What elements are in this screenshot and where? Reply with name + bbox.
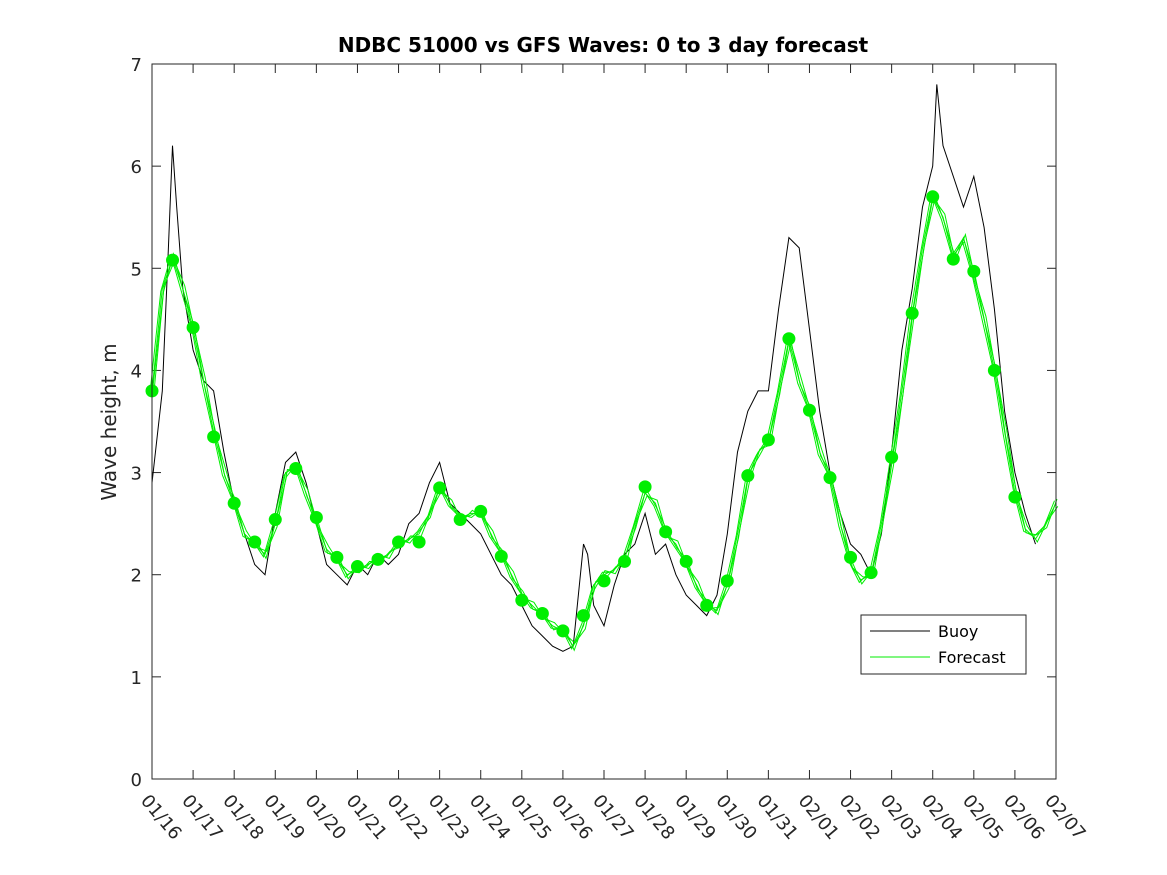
forecast-marker (905, 306, 919, 320)
forecast-marker (186, 321, 200, 335)
plot-area (145, 84, 1059, 652)
forecast-marker (207, 430, 221, 444)
forecast-marker (433, 481, 447, 495)
forecast-marker (350, 560, 364, 574)
forecast-marker (597, 574, 611, 588)
forecast-marker (371, 552, 385, 566)
forecast-marker (576, 609, 590, 623)
y-tick-label: 6 (131, 157, 142, 178)
forecast-marker (453, 513, 467, 527)
forecast-marker (392, 535, 406, 549)
y-tick-label: 4 (131, 361, 142, 382)
forecast-marker (474, 504, 488, 518)
forecast-marker (946, 252, 960, 266)
legend-forecast-label: Forecast (938, 648, 1006, 667)
forecast-marker (885, 450, 899, 464)
y-tick-label: 2 (131, 566, 142, 587)
y-tick-labels: 0 1 2 3 4 5 6 7 (131, 55, 142, 791)
forecast-marker (987, 363, 1001, 377)
forecast-marker (700, 598, 714, 612)
forecast-marker (248, 535, 262, 549)
axes-box (151, 63, 1057, 780)
forecast-marker (556, 624, 570, 638)
legend: Buoy Forecast (860, 614, 1027, 675)
forecast-marker (515, 593, 529, 607)
legend-box (860, 614, 1027, 675)
forecast-marker (268, 513, 282, 527)
forecast-marker (679, 554, 693, 568)
forecast-marker (659, 525, 673, 539)
forecast-marker (761, 433, 775, 447)
forecast-marker (494, 549, 508, 563)
forecast-marker (1008, 490, 1022, 504)
forecast-marker (227, 496, 241, 510)
forecast-marker (926, 190, 940, 204)
forecast-marker (741, 469, 755, 483)
forecast-series-line (150, 192, 1055, 651)
forecast-marker (412, 535, 426, 549)
forecast-marker (309, 511, 323, 525)
y-tick-label: 5 (131, 259, 142, 280)
forecast-marker (289, 461, 303, 475)
y-tick-label: 3 (131, 464, 142, 485)
forecast-marker (166, 253, 180, 267)
forecast-marker (330, 550, 344, 564)
forecast-marker (782, 332, 796, 346)
forecast-marker (618, 554, 632, 568)
forecast-marker (802, 403, 816, 417)
y-axis-label: Wave height, m (97, 343, 121, 500)
forecast-marker (823, 471, 837, 485)
forecast-marker (967, 264, 981, 278)
forecast-marker (720, 574, 734, 588)
y-tick-label: 7 (131, 55, 142, 76)
y-tick-label: 1 (131, 668, 142, 689)
forecast-marker (638, 480, 652, 494)
chart-title: NDBC 51000 vs GFS Waves: 0 to 3 day fore… (338, 33, 869, 57)
legend-buoy-label: Buoy (938, 622, 978, 641)
forecast-marker (535, 607, 549, 621)
y-tick-label: 0 (131, 770, 142, 791)
forecast-series-line (152, 190, 1058, 652)
forecast-marker (864, 566, 878, 580)
forecast-marker (844, 550, 858, 564)
